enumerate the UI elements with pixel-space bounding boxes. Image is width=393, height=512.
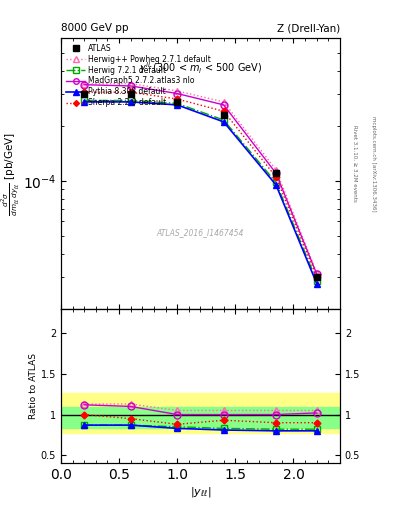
Text: Rivet 3.1.10, ≥ 3.2M events: Rivet 3.1.10, ≥ 3.2M events bbox=[352, 125, 357, 202]
Bar bbox=[61, 407, 340, 428]
Text: mcplots.cern.ch [arXiv:1306.3436]: mcplots.cern.ch [arXiv:1306.3436] bbox=[371, 116, 376, 211]
Text: Z (Drell-Yan): Z (Drell-Yan) bbox=[277, 23, 340, 33]
Y-axis label: Ratio to ATLAS: Ratio to ATLAS bbox=[29, 353, 38, 419]
Text: $y^{ll}$ (300 < $m_{l}$ < 500 GeV): $y^{ll}$ (300 < $m_{l}$ < 500 GeV) bbox=[139, 60, 262, 76]
Text: 8000 GeV pp: 8000 GeV pp bbox=[61, 23, 129, 33]
Bar bbox=[61, 393, 340, 433]
Y-axis label: $\frac{d^2\sigma}{d\,m_{\ell\ell}\,dy_{\ell\ell}}$ [pb/GeV]: $\frac{d^2\sigma}{d\,m_{\ell\ell}\,dy_{\… bbox=[0, 132, 21, 216]
Legend: ATLAS, Herwig++ Powheg 2.7.1 default, Herwig 7.2.1 default, MadGraph5 2.7.2.atla: ATLAS, Herwig++ Powheg 2.7.1 default, He… bbox=[63, 40, 214, 111]
Text: ATLAS_2016_I1467454: ATLAS_2016_I1467454 bbox=[157, 229, 244, 238]
X-axis label: $|y_{\ell\ell}|$: $|y_{\ell\ell}|$ bbox=[190, 485, 211, 499]
